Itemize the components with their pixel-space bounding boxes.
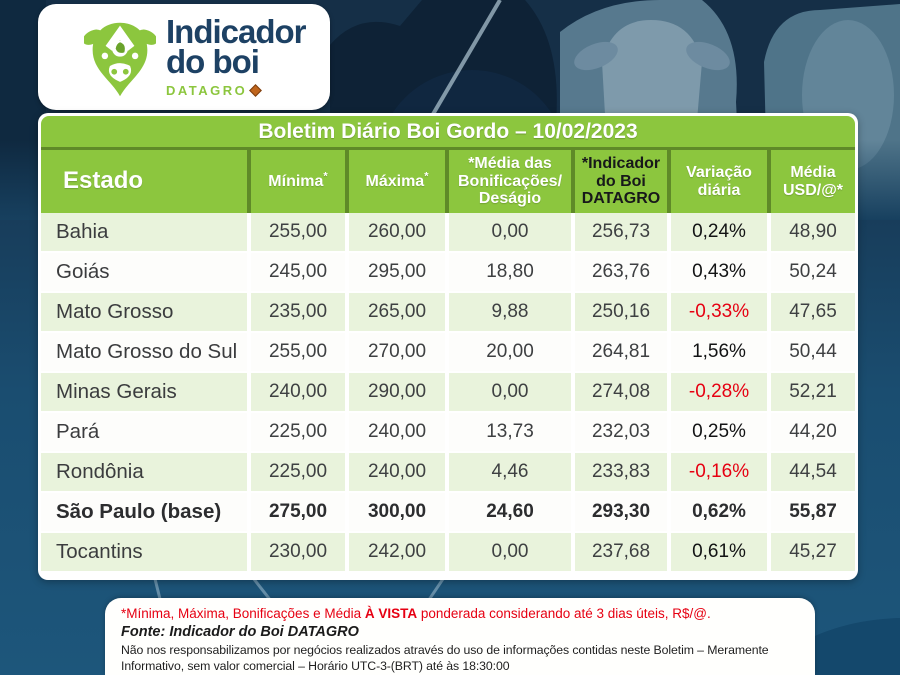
col-header-bonificacoes: *Média das Bonificações/ Deságio [449,150,571,213]
table-row: Rondônia 225,00 240,00 4,46 233,83 -0,16… [41,453,855,491]
footnotes-card: *Mínima, Máxima, Bonificações e Média À … [105,598,815,675]
media-usd-cell: 48,90 [771,213,855,251]
bonificacoes-cell: 9,88 [449,293,571,331]
indicador-cell: 232,03 [575,413,667,451]
bulletin-title: Boletim Diário Boi Gordo – 10/02/2023 [41,116,855,150]
col-header-maxima: Máxima* [349,150,445,213]
media-usd-cell: 52,21 [771,373,855,411]
variation-cell: 0,43% [671,253,767,291]
table-row: Mato Grosso 235,00 265,00 9,88 250,16 -0… [41,293,855,331]
maxima-cell: 270,00 [349,333,445,371]
variation-cell: 1,56% [671,333,767,371]
indicador-cell: 250,16 [575,293,667,331]
media-usd-cell: 55,87 [771,493,855,531]
variation-cell: 0,25% [671,413,767,451]
minima-cell: 245,00 [251,253,345,291]
bonificacoes-cell: 24,60 [449,493,571,531]
variation-cell: -0,33% [671,293,767,331]
maxima-cell: 295,00 [349,253,445,291]
table-row: Pará 225,00 240,00 13,73 232,03 0,25% 44… [41,413,855,451]
brand-name: DATAGRO [166,84,306,97]
media-usd-cell: 44,54 [771,453,855,491]
price-table-card: Boletim Diário Boi Gordo – 10/02/2023 Es… [38,113,858,580]
estado-cell: Goiás [41,253,247,291]
estado-cell: Minas Gerais [41,373,247,411]
table-row: Bahia 255,00 260,00 0,00 256,73 0,24% 48… [41,213,855,251]
media-usd-cell: 45,27 [771,533,855,571]
table-row-base: São Paulo (base) 275,00 300,00 24,60 293… [41,493,855,531]
indicador-cell: 264,81 [575,333,667,371]
variation-cell: 0,62% [671,493,767,531]
minima-cell: 225,00 [251,413,345,451]
maxima-cell: 240,00 [349,413,445,451]
col-header-minima: Mínima* [251,150,345,213]
bonificacoes-cell: 13,73 [449,413,571,451]
indicador-cell: 293,30 [575,493,667,531]
a-vista-emphasis: À VISTA [364,606,418,621]
indicador-cell: 274,08 [575,373,667,411]
estado-cell: São Paulo (base) [41,493,247,531]
table-body: Bahia 255,00 260,00 0,00 256,73 0,24% 48… [41,213,855,571]
variation-cell: 0,61% [671,533,767,571]
logo-title-line2: do boi [166,43,260,80]
minima-cell: 225,00 [251,453,345,491]
bonificacoes-cell: 4,46 [449,453,571,491]
logo-text: Indicador do boi DATAGRO [166,12,307,97]
logo-title-line1: Indicador [166,12,307,50]
media-usd-cell: 50,24 [771,253,855,291]
indicador-cell: 233,83 [575,453,667,491]
table-row: Goiás 245,00 295,00 18,80 263,76 0,43% 5… [41,253,855,291]
estado-cell: Mato Grosso do Sul [41,333,247,371]
col-header-estado: Estado [41,150,247,213]
variation-cell: -0,16% [671,453,767,491]
maxima-cell: 260,00 [349,213,445,251]
indicador-cell: 237,68 [575,533,667,571]
minima-cell: 240,00 [251,373,345,411]
footnote-source: Fonte: Indicador do Boi DATAGRO [121,624,359,640]
minima-cell: 255,00 [251,213,345,251]
col-header-indicador: *Indicador do Boi DATAGRO [575,150,667,213]
minima-cell: 235,00 [251,293,345,331]
bonificacoes-cell: 0,00 [449,533,571,571]
estado-cell: Mato Grosso [41,293,247,331]
maxima-cell: 290,00 [349,373,445,411]
bonificacoes-cell: 18,80 [449,253,571,291]
bonificacoes-cell: 0,00 [449,373,571,411]
media-usd-cell: 50,44 [771,333,855,371]
maxima-cell: 300,00 [349,493,445,531]
cow-head-icon [84,22,156,97]
footnote-pricing-basis: *Mínima, Máxima, Bonificações e Média À … [121,606,711,621]
table-row: Mato Grosso do Sul 255,00 270,00 20,00 2… [41,333,855,371]
minima-cell: 275,00 [251,493,345,531]
col-header-variacao: Variação diária [671,150,767,213]
indicador-cell: 263,76 [575,253,667,291]
minima-cell: 255,00 [251,333,345,371]
estado-cell: Pará [41,413,247,451]
col-header-media-usd: Média USD/@* [771,150,855,213]
maxima-cell: 265,00 [349,293,445,331]
media-usd-cell: 47,65 [771,293,855,331]
logo-card: Indicador do boi DATAGRO [38,4,330,110]
table-row: Tocantins 230,00 242,00 0,00 237,68 0,61… [41,533,855,571]
indicador-cell: 256,73 [575,213,667,251]
cube-icon [249,84,263,98]
footnote-disclaimer: Não nos responsabilizamos por negócios r… [121,643,769,674]
variation-cell: 0,24% [671,213,767,251]
table-header-row: Estado Mínima* Máxima* *Média das Bonifi… [41,150,855,213]
variation-cell: -0,28% [671,373,767,411]
table-row: Minas Gerais 240,00 290,00 0,00 274,08 -… [41,373,855,411]
minima-cell: 230,00 [251,533,345,571]
maxima-cell: 242,00 [349,533,445,571]
estado-cell: Rondônia [41,453,247,491]
estado-cell: Tocantins [41,533,247,571]
media-usd-cell: 44,20 [771,413,855,451]
maxima-cell: 240,00 [349,453,445,491]
bonificacoes-cell: 0,00 [449,213,571,251]
estado-cell: Bahia [41,213,247,251]
bonificacoes-cell: 20,00 [449,333,571,371]
